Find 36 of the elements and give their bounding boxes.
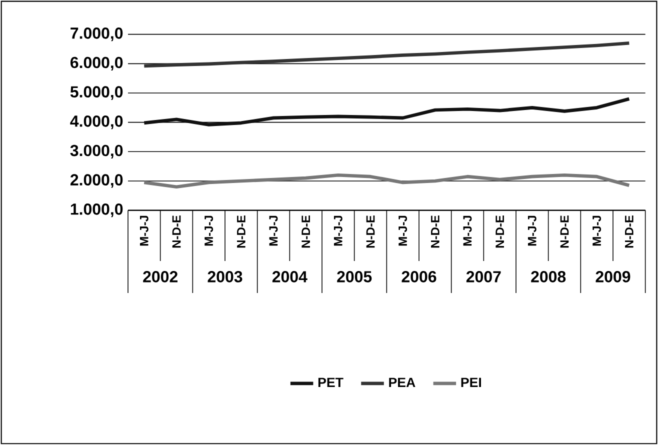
y-tick-label: 3.000,0 <box>70 144 123 158</box>
x-tick-label: N-D-E <box>625 216 634 248</box>
legend-label: PEA <box>389 378 416 388</box>
y-tick-label: 1.000,0 <box>70 204 123 218</box>
y-tick-label: 6.000,0 <box>70 56 123 70</box>
x-tick-label: M-J-J <box>463 216 472 246</box>
text: 2004 <box>272 271 308 282</box>
legend-label: PET <box>318 378 344 388</box>
text: 2003 <box>208 271 242 282</box>
text: 2009 <box>596 271 630 282</box>
x-tick-label: M-J-J <box>140 216 148 246</box>
x-tick-label: N-D-E <box>496 216 504 248</box>
x-tick-label: M-J-J <box>269 216 278 246</box>
text: 2008 <box>531 271 566 282</box>
text: 2007 <box>466 271 501 282</box>
text: 2006 <box>402 271 436 282</box>
line-series <box>142 97 631 126</box>
x-tick-label: N-D-E <box>237 216 246 248</box>
text: 2002 <box>143 271 178 282</box>
y-tick-label: 7.000,0 <box>70 28 123 42</box>
line-series <box>142 41 631 68</box>
x-tick-label: N-D-E <box>366 216 375 248</box>
x-tick-label: M-J-J <box>204 216 214 246</box>
x-tick-label: N-D-E <box>560 216 569 248</box>
x-tick-label: M-J-J <box>528 216 536 246</box>
x-tick-label: N-D-E <box>172 216 181 248</box>
x-tick-label: M-J-J <box>398 216 408 246</box>
y-tick-label: 4.000,0 <box>70 116 123 130</box>
y-tick-label: 2.000,0 <box>70 174 123 188</box>
x-tick-label: N-D-E <box>431 216 440 248</box>
x-tick-label: N-D-E <box>302 216 310 248</box>
x-tick-label: M-J-J <box>592 216 602 246</box>
y-tick-label: 5.000,0 <box>70 86 123 100</box>
legend-label: PEI <box>461 378 482 388</box>
x-tick-label: M-J-J <box>334 216 342 246</box>
text: 2005 <box>337 271 372 282</box>
